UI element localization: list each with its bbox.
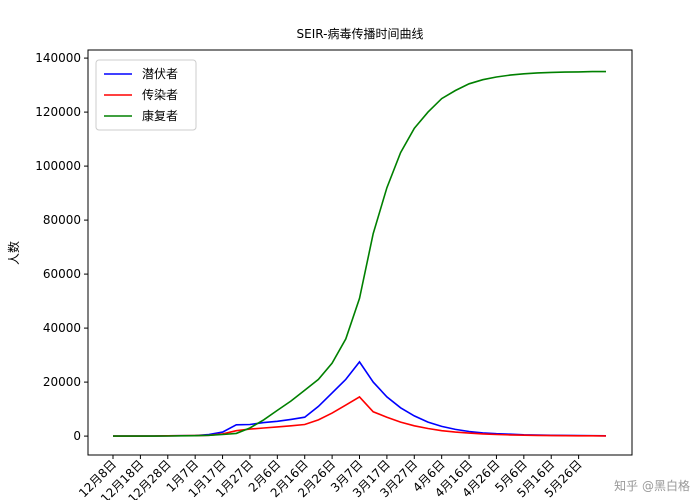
legend-box (95, 59, 197, 131)
y-axis-label: 人数 (6, 241, 21, 265)
series-line (113, 395, 607, 437)
legend-label: 康复者 (142, 108, 178, 123)
y-tick-label: 20000 (43, 375, 81, 389)
y-tick-label: 0 (73, 429, 81, 443)
y-tick-label: 60000 (43, 267, 81, 281)
series-line (113, 70, 606, 437)
series-line (113, 360, 607, 437)
legend-label: 传染者 (142, 87, 178, 102)
y-tick-label: 40000 (43, 321, 81, 335)
chart-title: SEIR-病毒传播时间曲线 (297, 26, 424, 41)
y-tick-label: 100000 (35, 159, 81, 173)
legend-label: 潜伏者 (142, 67, 178, 81)
watermark: 知乎 @黑白格 (614, 478, 690, 493)
y-tick-label: 80000 (43, 213, 81, 227)
y-tick-label: 120000 (35, 105, 81, 119)
y-tick-label: 140000 (35, 51, 81, 65)
